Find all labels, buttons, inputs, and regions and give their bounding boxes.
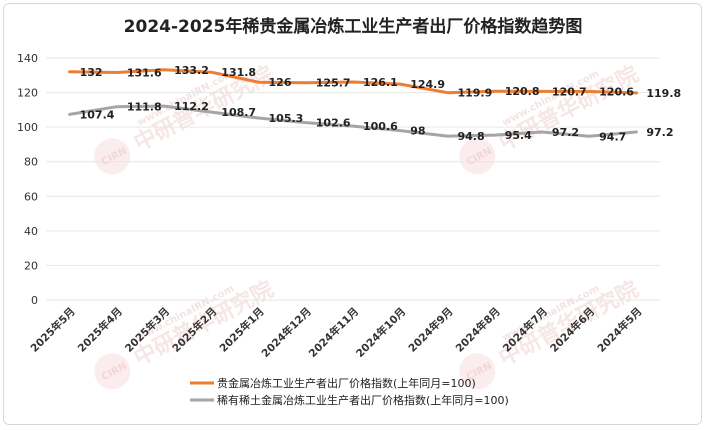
x-tick-label: 2024年10月 <box>353 305 408 360</box>
data-label: 97.2 <box>552 126 579 139</box>
x-tick-label: 2025年4月 <box>75 305 125 355</box>
legend: 贵金属冶炼工业生产者出厂价格指数(上年同月=100) 稀有稀土金属冶炼工业生产者出… <box>190 376 509 407</box>
watermark-logo-icon <box>459 138 496 175</box>
data-label: 124.9 <box>410 78 445 91</box>
data-label: 98 <box>410 125 425 138</box>
data-label: 120.7 <box>552 85 587 98</box>
y-tick-label: 60 <box>24 190 38 203</box>
series-line-1 <box>68 68 638 95</box>
series-line-2 <box>68 104 638 138</box>
x-tick-label: 2024年9月 <box>406 305 456 355</box>
x-tick-label: 2024年8月 <box>453 305 503 355</box>
y-tick-label: 0 <box>31 294 38 307</box>
y-tick-label: 140 <box>17 52 38 65</box>
data-label: 125.7 <box>316 77 351 90</box>
data-label: 131.8 <box>221 66 256 79</box>
grid-lines <box>46 57 660 301</box>
chart-title: 2024-2025年稀贵金属冶炼工业生产者出厂价格指数趋势图 <box>124 16 583 37</box>
y-tick-label: 80 <box>24 156 38 169</box>
data-label: 97.2 <box>646 126 673 139</box>
data-label: 111.8 <box>127 101 162 114</box>
watermark-logo-icon <box>94 353 131 390</box>
data-label: 119.9 <box>457 87 492 100</box>
watermark-logo-icon <box>94 138 131 175</box>
data-label: 108.7 <box>221 106 256 119</box>
y-tick-label: 20 <box>24 259 38 272</box>
data-label: 133.2 <box>174 64 209 77</box>
data-label: 126.1 <box>363 76 398 89</box>
data-label: 119.8 <box>646 87 681 100</box>
y-tick-label: 40 <box>24 225 38 238</box>
data-label: 132 <box>80 66 103 79</box>
y-tick-label: 120 <box>17 87 38 100</box>
data-label: 102.6 <box>316 117 351 130</box>
data-label: 94.8 <box>457 130 484 143</box>
y-axis-ticks: 0 20 40 60 80 100 120 140 <box>17 52 38 307</box>
series-lines <box>68 68 638 138</box>
x-tick-label: 2025年5月 <box>28 305 78 355</box>
data-label: 120.8 <box>505 85 540 98</box>
y-tick-label: 100 <box>17 121 38 134</box>
data-label: 107.4 <box>80 108 115 121</box>
legend-label: 贵金属冶炼工业生产者出厂价格指数(上年同月=100) <box>217 376 476 390</box>
data-label: 126 <box>269 76 292 89</box>
legend-label: 稀有稀土金属冶炼工业生产者出厂价格指数(上年同月=100) <box>217 393 509 407</box>
data-label: 131.6 <box>127 67 162 80</box>
data-label: 105.3 <box>269 112 304 125</box>
data-label: 100.6 <box>363 120 398 133</box>
data-label: 95.4 <box>505 129 532 142</box>
data-labels: 132 131.6 133.2 131.8 126 125.7 126.1 124.9 119.… <box>80 64 682 144</box>
watermark-logo-icon <box>459 353 496 390</box>
data-label: 112.2 <box>174 100 209 113</box>
data-label: 120.6 <box>599 86 634 99</box>
data-label: 94.7 <box>599 130 626 143</box>
